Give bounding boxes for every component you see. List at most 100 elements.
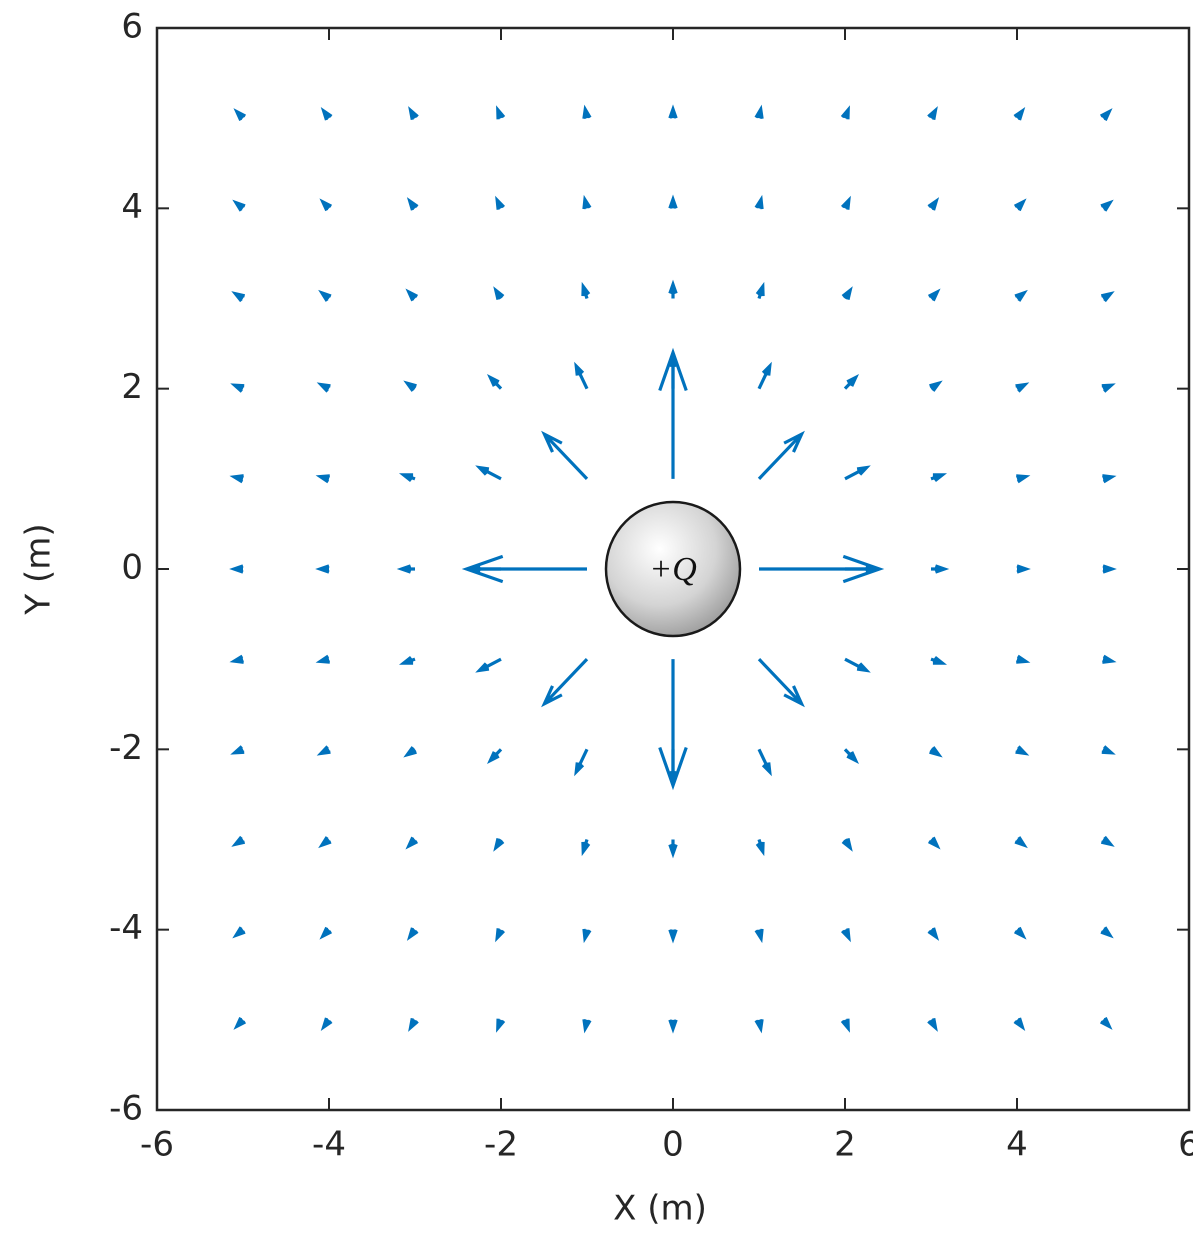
field-arrow [1016, 474, 1031, 484]
field-arrow [231, 291, 246, 303]
field-arrow [754, 194, 764, 210]
field-arrow [930, 655, 948, 665]
field-arrow [493, 286, 505, 301]
field-arrow [668, 1019, 678, 1034]
field-arrow [582, 1018, 592, 1034]
field-arrow [232, 199, 246, 212]
field-arrow [493, 837, 505, 852]
field-arrow [319, 926, 333, 940]
field-arrow [844, 657, 871, 673]
field-arrow [840, 1018, 850, 1033]
field-arrow [1100, 835, 1115, 847]
field-arrow [1013, 1017, 1026, 1031]
field-arrow [405, 836, 419, 850]
field-arrow [757, 658, 805, 708]
field-arrow [408, 1017, 419, 1032]
field-arrow [232, 926, 246, 939]
field-arrow [406, 927, 419, 941]
field-arrow [403, 746, 417, 758]
field-arrow [315, 564, 330, 574]
field-arrow [486, 373, 503, 390]
field-arrow [496, 1018, 506, 1033]
field-arrow [930, 473, 948, 483]
field-arrow [931, 564, 950, 574]
field-arrow [927, 106, 938, 121]
field-arrow [757, 361, 772, 390]
field-arrow [668, 352, 678, 389]
field-arrow [318, 289, 332, 302]
field-arrow [408, 106, 419, 121]
field-arrow [843, 748, 860, 765]
field-arrow [668, 194, 678, 209]
field-arrow [755, 281, 765, 299]
y-tick-label: 4 [121, 187, 143, 227]
field-arrow [843, 373, 860, 390]
x-tick-label: 6 [1178, 1125, 1193, 1165]
field-arrow [927, 197, 940, 211]
field-arrow [398, 655, 416, 665]
field-arrow [233, 108, 247, 122]
field-arrow [668, 839, 678, 859]
charge-label: +Q [649, 551, 697, 588]
field-arrow [315, 654, 330, 664]
x-tick-label: 0 [662, 1125, 684, 1165]
field-arrow [496, 105, 506, 120]
field-arrow [574, 361, 589, 390]
field-arrow [754, 104, 764, 120]
field-arrow [1014, 836, 1028, 849]
field-arrow [927, 927, 940, 941]
field-arrow [405, 288, 419, 302]
field-arrow [541, 430, 589, 480]
field-arrow [1100, 291, 1115, 303]
field-arrow [929, 746, 943, 758]
field-arrow [841, 928, 851, 943]
field-arrow [320, 1017, 333, 1031]
field-arrow [754, 1018, 764, 1034]
field-arrow [927, 1017, 938, 1032]
x-tick-label: 2 [834, 1125, 856, 1165]
field-arrow [396, 564, 415, 574]
plot-frame [155, 26, 1191, 1112]
field-arrow [1016, 564, 1031, 574]
y-tick-label: 2 [121, 367, 143, 407]
field-arrow [229, 654, 244, 664]
field-arrow [230, 383, 245, 393]
field-arrow [320, 107, 333, 121]
field-arrow [229, 564, 244, 574]
field-arrow [495, 195, 505, 210]
x-tick-label: -6 [140, 1125, 174, 1165]
field-arrow [668, 104, 678, 119]
field-arrow [1100, 199, 1114, 212]
field-arrow [541, 658, 589, 708]
field-arrow [1014, 289, 1028, 302]
field-arrow [1016, 654, 1031, 664]
field-arrow [1013, 198, 1027, 212]
x-tick-label: -2 [484, 1125, 518, 1165]
field-arrow [574, 748, 589, 777]
field-arrow [475, 465, 502, 481]
field-arrow [581, 839, 591, 857]
field-arrow [1015, 745, 1030, 756]
field-arrow [315, 474, 330, 484]
field-arrow [1099, 108, 1113, 122]
field-arrow [495, 928, 505, 943]
field-arrow [927, 836, 941, 850]
field-arrow [1015, 382, 1030, 393]
field-arrow [406, 197, 419, 211]
field-arrow [841, 195, 851, 210]
field-arrow [475, 657, 502, 673]
field-arrow [757, 430, 805, 480]
y-tick-label: -4 [109, 908, 143, 948]
field-arrow [581, 281, 591, 299]
field-arrow [1013, 926, 1027, 940]
field-arrow [1102, 564, 1117, 574]
field-arrow [1102, 654, 1117, 664]
field-arrow [658, 659, 688, 791]
field-arrow [1100, 926, 1114, 939]
field-arrow [755, 839, 765, 857]
field-arrow [319, 198, 333, 212]
field-arrow [929, 380, 943, 392]
field-arrow [668, 929, 678, 944]
field-arrow [582, 104, 592, 120]
field-arrow [461, 554, 587, 584]
